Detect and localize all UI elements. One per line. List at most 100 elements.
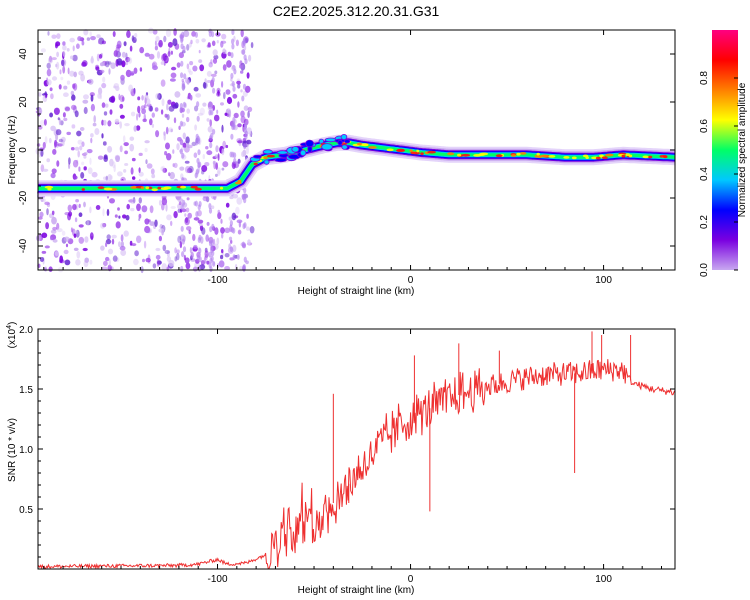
noise-streak [211, 223, 215, 230]
noise-speck [61, 59, 65, 66]
noise-speck [61, 58, 67, 67]
noise-speck [186, 116, 190, 123]
noise-speck [165, 203, 168, 212]
noise-speck [223, 92, 226, 100]
noise-speck [199, 107, 205, 116]
noise-speck [150, 168, 155, 175]
noise-speck [136, 203, 141, 212]
noise-speck [231, 212, 237, 221]
noise-speck [78, 203, 81, 208]
noise-speck [210, 73, 217, 77]
noise-speck [145, 257, 151, 263]
noise-speck [128, 57, 133, 64]
colorbar-ticks: 0.0 0.2 0.4 0.6 0.8 [699, 71, 738, 277]
noise-speck [187, 68, 191, 73]
ridge-hotspot [151, 188, 158, 192]
ridge-hotspot [361, 143, 369, 147]
noise-speck [174, 91, 181, 98]
noise-speck [74, 247, 79, 251]
noise-speck [77, 36, 82, 42]
noise-speck [144, 140, 150, 144]
noise-speck [46, 202, 51, 208]
noise-speck [161, 229, 164, 236]
noise-speck [236, 219, 243, 224]
spec-ytick-label: -40 [18, 238, 29, 253]
noise-streak [211, 31, 215, 38]
noise-speck [120, 249, 127, 256]
noise-speck [114, 118, 120, 124]
noise-speck [63, 92, 69, 97]
noise-speck [105, 242, 108, 248]
noise-speck [170, 220, 173, 227]
ridge-hotspot [145, 186, 150, 190]
noise-speck [224, 253, 230, 258]
noise-streak [208, 101, 212, 108]
spec-xtick-label: -100 [208, 275, 228, 286]
noise-speck [126, 203, 130, 210]
noise-speck [173, 117, 177, 124]
noise-speck [41, 232, 48, 239]
noise-speck [237, 83, 241, 89]
noise-speck [83, 166, 87, 171]
noise-speck [184, 166, 191, 174]
noise-streak [181, 251, 185, 258]
noise-streak [212, 87, 216, 94]
noise-speck [158, 235, 162, 242]
noise-speck [102, 76, 106, 83]
noise-speck [53, 107, 60, 116]
noise-streak [242, 40, 246, 47]
ridge-blob [305, 139, 314, 148]
noise-speck [188, 165, 194, 173]
noise-streak [198, 234, 202, 241]
noise-speck [247, 106, 253, 112]
snr-xtick-label: -100 [208, 574, 228, 585]
noise-speck [125, 56, 131, 63]
noise-speck [89, 259, 93, 265]
noise-speck [77, 150, 80, 158]
noise-speck [132, 196, 136, 204]
noise-speck [141, 95, 144, 101]
noise-streak [230, 52, 234, 59]
noise-speck [166, 103, 169, 111]
noise-speck [109, 198, 115, 204]
ridge-hotspot [595, 156, 601, 160]
noise-streak [231, 43, 235, 50]
noise-speck [95, 66, 100, 71]
noise-speck [47, 31, 50, 36]
noise-speck [138, 213, 142, 219]
spec-ytick-label: -20 [18, 190, 29, 205]
noise-speck [189, 247, 192, 254]
noise-speck [71, 124, 76, 129]
noise-speck [151, 173, 156, 179]
noise-speck [64, 259, 71, 266]
ridge-blob [291, 146, 300, 153]
noise-speck [133, 258, 139, 266]
noise-streak [231, 29, 235, 36]
noise-streak [179, 148, 183, 155]
noise-speck [182, 142, 187, 149]
noise-speck [178, 125, 181, 130]
noise-speck [82, 247, 88, 252]
noise-speck [168, 172, 171, 177]
noise-speck [66, 48, 70, 52]
noise-speck [48, 266, 53, 273]
noise-speck [125, 214, 130, 221]
noise-speck [104, 103, 109, 108]
noise-speck [48, 137, 52, 144]
noise-speck [165, 142, 170, 150]
noise-speck [246, 213, 249, 219]
noise-speck [72, 54, 78, 62]
snr-x-label: Height of straight line (km) [298, 585, 415, 596]
noise-speck [167, 51, 171, 57]
ridge-hotspot [386, 148, 394, 152]
noise-streak [244, 133, 248, 140]
ridge-blob [262, 149, 273, 155]
noise-speck [176, 252, 180, 261]
noise-speck [42, 141, 46, 149]
noise-speck [62, 41, 66, 46]
noise-speck [226, 60, 232, 68]
noise-speck [115, 85, 120, 92]
noise-speck [72, 83, 76, 89]
noise-speck [96, 34, 101, 39]
noise-streak [179, 102, 183, 109]
